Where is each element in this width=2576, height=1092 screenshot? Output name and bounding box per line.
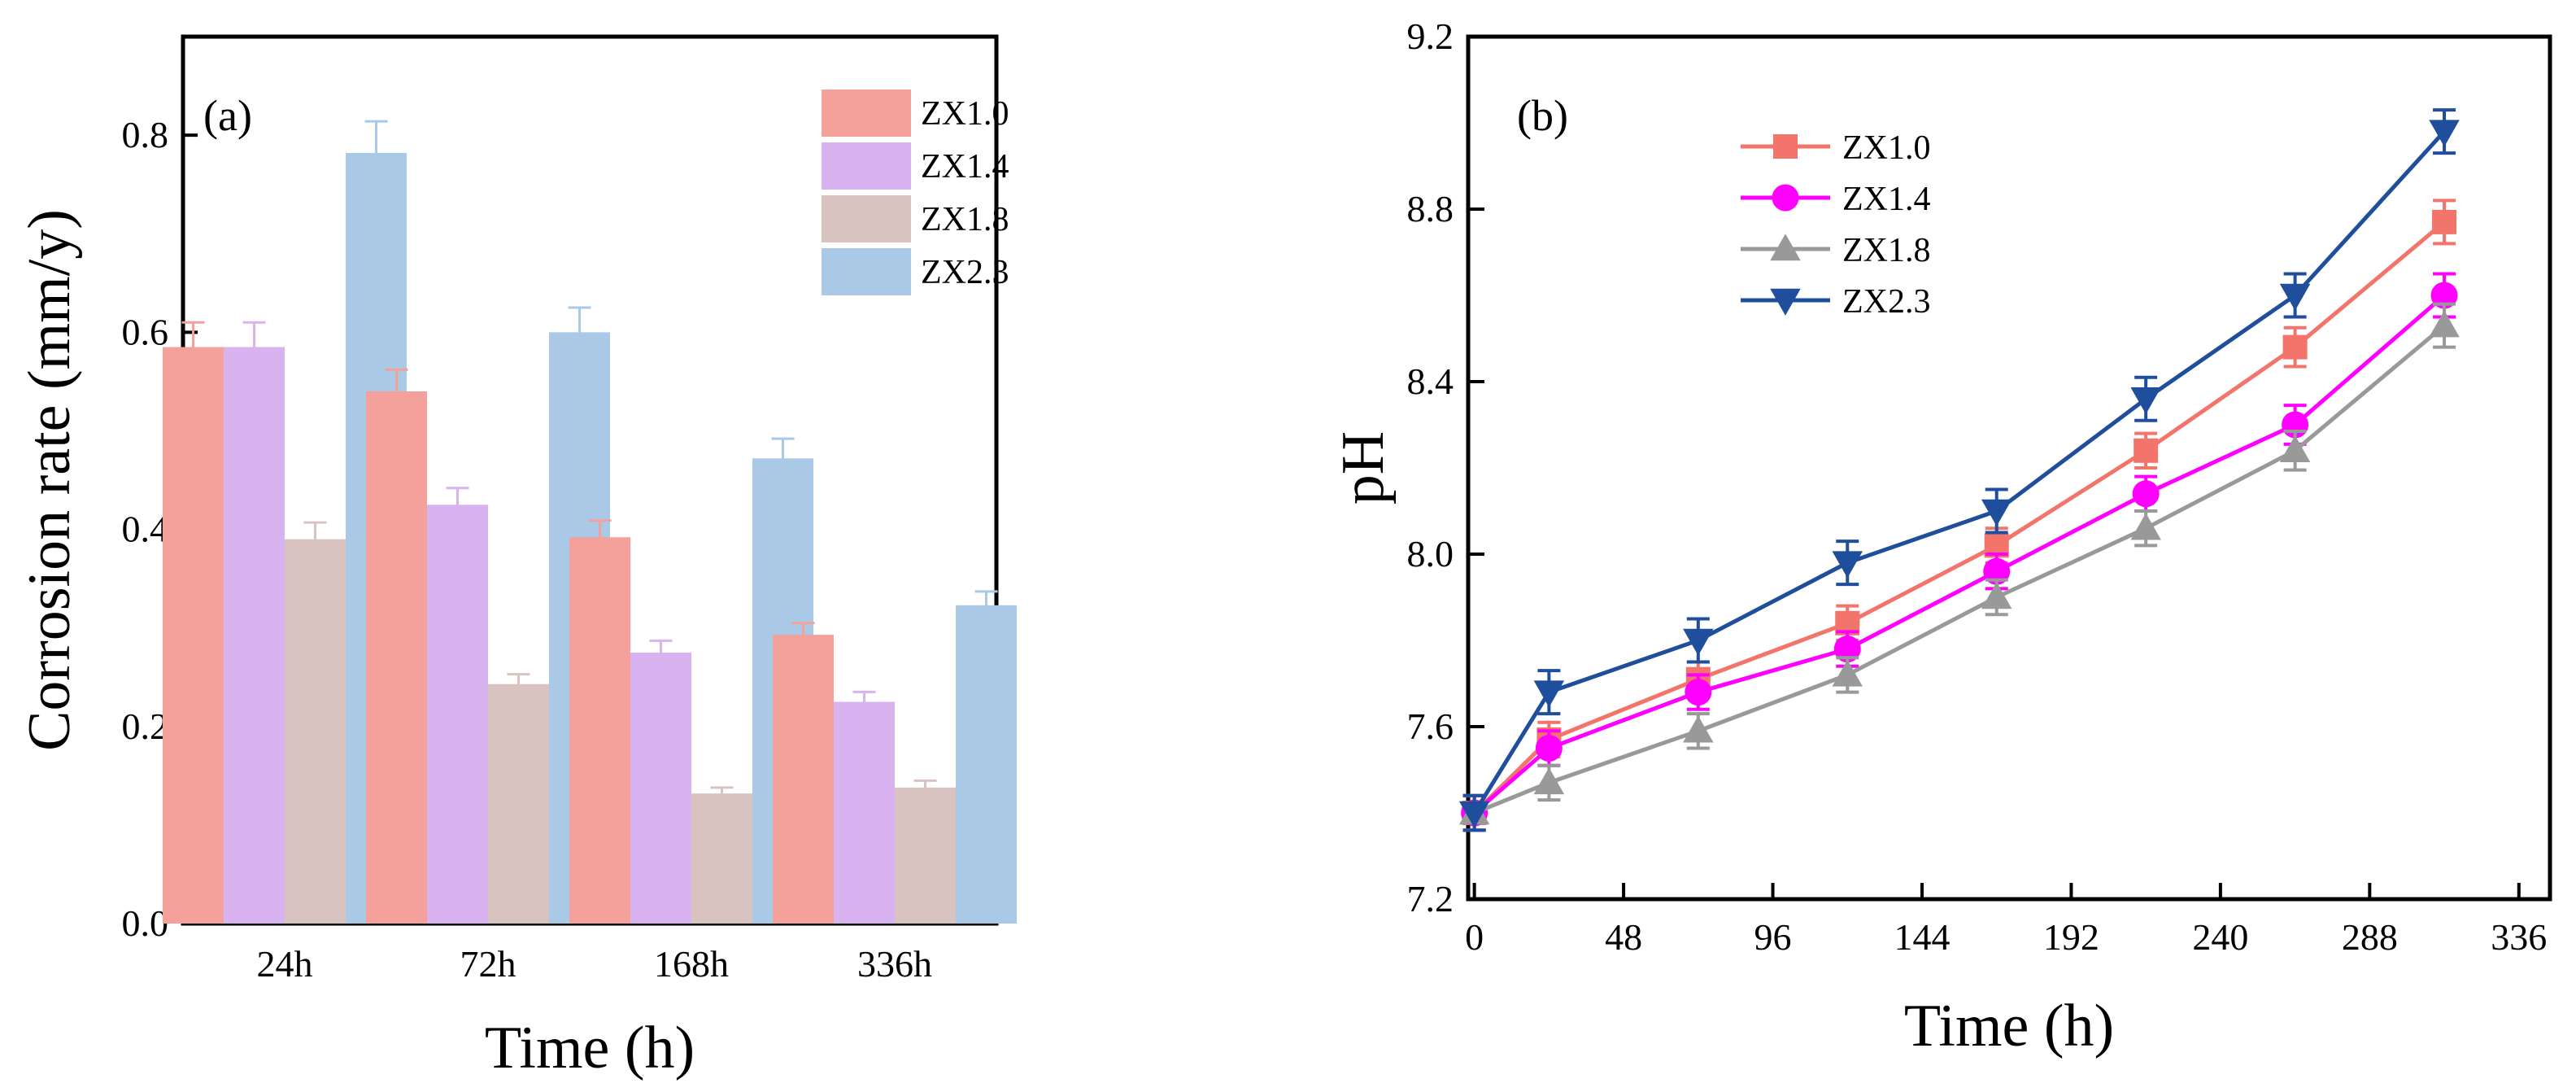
panel-a-x-axis-title: Time (h) xyxy=(485,1015,695,1081)
legend-marker-zx2-3 xyxy=(1770,288,1801,316)
data-point-zx2-3 xyxy=(2279,283,2311,311)
bar-zx1-8-72h xyxy=(488,684,549,924)
panel-a-legend: ZX1.0 ZX1.4 ZX1.8 ZX2.3 xyxy=(822,90,1009,295)
x-tick-label: 0 xyxy=(1465,916,1484,958)
data-point-zx2-3 xyxy=(1458,801,1490,828)
x-tick-label: 192 xyxy=(2043,916,2099,958)
panel-b-y-axis-title: pH xyxy=(1330,431,1397,505)
series-line-zx1-0 xyxy=(1472,220,2446,815)
bar-zx1-0-168h xyxy=(569,537,630,924)
panel-a-bars xyxy=(163,120,1017,924)
panel-b-plot-frame xyxy=(1466,34,2552,902)
bar-zx1-0-72h xyxy=(366,391,427,924)
x-tick-label: 336 xyxy=(2491,916,2547,958)
data-point-zx2-3 xyxy=(1832,551,1863,579)
ph-line-chart: (b) pH Time (h) 7.2 7.6 8.0 8.4 8.8 9.2 0 48 96… xyxy=(1330,15,2552,1059)
bar-zx1-8-24h xyxy=(285,539,346,924)
legend-label: ZX1.0 xyxy=(921,95,1009,133)
legend-label: ZX1.0 xyxy=(1842,129,1931,167)
legend-label: ZX1.4 xyxy=(921,148,1009,186)
data-point-zx1-0 xyxy=(2282,334,2308,360)
y-tick-label: 0.4 xyxy=(122,509,169,550)
legend-label: ZX1.8 xyxy=(921,201,1009,238)
bar-zx2-3-336h xyxy=(956,605,1017,924)
x-tick-label: 336h xyxy=(857,943,932,985)
bar-zx1-8-168h xyxy=(691,793,752,924)
data-point-zx1-8 xyxy=(1533,767,1565,795)
data-point-zx2-3 xyxy=(1533,680,1565,708)
y-tick-label: 7.2 xyxy=(1407,878,1454,919)
panel-b-y-ticks: 7.2 7.6 8.0 8.4 8.8 9.2 xyxy=(1407,15,1484,919)
legend-label: ZX2.3 xyxy=(1842,283,1931,321)
series-line-zx2-3 xyxy=(1472,129,2446,815)
x-tick-label: 96 xyxy=(1754,916,1792,958)
panel-b-legend: ZX1.0 ZX1.4 ZX1.8 ZX2.3 xyxy=(1741,129,1931,321)
series-line-zx1-4 xyxy=(1473,294,2446,815)
panel-a-y-axis-title: Corrosion rate (mm/y) xyxy=(16,209,83,751)
bar-zx1-4-168h xyxy=(630,652,691,924)
panel-a-y-ticks: 0.0 0.2 0.4 0.6 0.8 xyxy=(122,114,198,944)
x-tick-label: 48 xyxy=(1605,916,1642,958)
legend-marker-zx1-0 xyxy=(1773,134,1798,159)
data-point-zx1-8 xyxy=(2429,310,2460,338)
bar-zx1-0-24h xyxy=(163,347,224,924)
x-tick-label: 72h xyxy=(460,943,517,985)
data-point-zx1-8 xyxy=(1683,715,1714,743)
panel-b-x-axis-title: Time (h) xyxy=(1904,993,2114,1059)
y-tick-label: 8.4 xyxy=(1407,360,1454,402)
x-tick-label: 24h xyxy=(257,943,313,985)
bar-zx1-4-24h xyxy=(224,347,285,924)
legend-swatch-zx1-8 xyxy=(822,195,911,242)
legend-swatch-zx1-4 xyxy=(822,142,911,190)
data-point-zx1-4 xyxy=(1983,557,2011,585)
legend-label: ZX1.8 xyxy=(1842,232,1931,269)
y-tick-label: 0.6 xyxy=(122,311,169,352)
data-point-zx1-4 xyxy=(1833,636,1861,663)
panel-b-label: (b) xyxy=(1517,91,1568,140)
data-point-zx1-4 xyxy=(1535,735,1563,762)
data-point-zx1-0 xyxy=(2432,209,2457,234)
legend-marker-zx1-4 xyxy=(1772,184,1799,212)
x-tick-label: 240 xyxy=(2192,916,2248,958)
panel-a-x-ticks: 24h 72h 168h 336h xyxy=(257,909,932,985)
data-point-zx2-3 xyxy=(2429,120,2460,147)
data-point-zx2-3 xyxy=(2130,387,2161,414)
y-tick-label: 0.0 xyxy=(122,902,169,944)
y-tick-label: 9.2 xyxy=(1407,15,1454,57)
data-point-zx1-8 xyxy=(2279,435,2311,463)
data-point-zx1-4 xyxy=(2132,480,2160,508)
x-tick-label: 144 xyxy=(1894,916,1950,958)
data-point-zx2-3 xyxy=(1981,499,2012,526)
series-line-zx1-8 xyxy=(1473,324,2446,815)
data-point-zx1-0 xyxy=(2134,438,2159,463)
panel-a-label: (a) xyxy=(203,91,252,140)
y-tick-label: 7.6 xyxy=(1407,705,1454,747)
data-point-zx1-4 xyxy=(1685,679,1712,706)
panel-b-series xyxy=(1458,108,2460,832)
legend-label: ZX2.3 xyxy=(921,254,1009,291)
bar-zx1-0-336h xyxy=(773,635,834,924)
bar-zx1-4-336h xyxy=(834,701,895,924)
x-tick-label: 168h xyxy=(654,943,729,985)
legend-label: ZX1.4 xyxy=(1842,181,1931,218)
data-point-zx1-8 xyxy=(1981,582,2012,609)
bar-zx1-4-72h xyxy=(427,505,488,924)
data-point-zx2-3 xyxy=(1683,628,1714,656)
legend-swatch-zx2-3 xyxy=(822,248,911,295)
legend-marker-zx1-8 xyxy=(1770,234,1801,261)
panel-b-x-ticks: 0 48 96 144 192 240 288 336 xyxy=(1465,883,2547,958)
y-tick-label: 8.0 xyxy=(1407,533,1454,574)
data-point-zx1-8 xyxy=(2130,513,2161,540)
data-point-zx1-8 xyxy=(1832,659,1863,687)
bar-zx1-8-336h xyxy=(895,787,956,924)
y-tick-label: 8.8 xyxy=(1407,188,1454,229)
data-point-zx1-4 xyxy=(2430,282,2458,309)
y-tick-label: 0.2 xyxy=(122,705,169,747)
legend-swatch-zx1-0 xyxy=(822,90,911,137)
corrosion-rate-bar-chart: (a) Corrosion rate (mm/y) Time (h) 0.00.… xyxy=(16,34,1017,1081)
y-tick-label: 0.8 xyxy=(122,114,169,155)
x-tick-label: 288 xyxy=(2342,916,2398,958)
